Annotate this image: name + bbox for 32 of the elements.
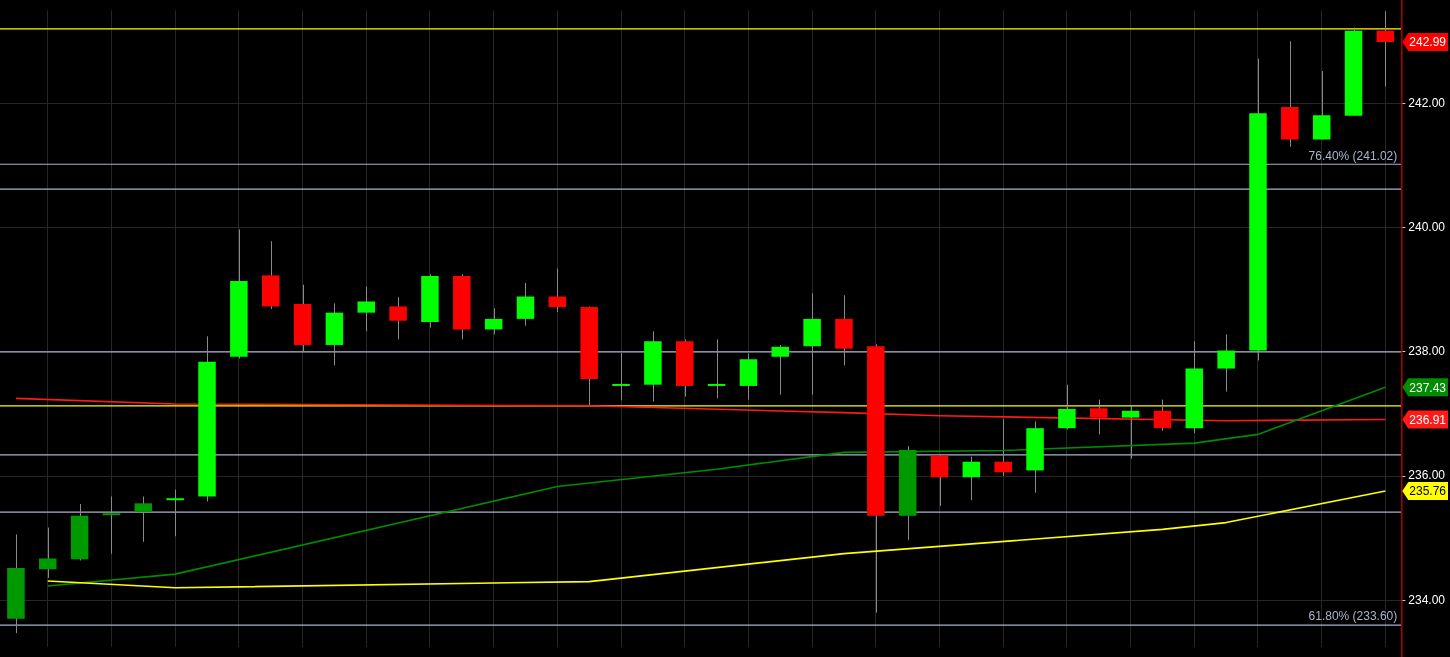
y-tick-label: 238.00 bbox=[1408, 344, 1446, 359]
candlestick bbox=[771, 344, 790, 396]
candlestick bbox=[1217, 333, 1235, 393]
candlestick bbox=[548, 268, 567, 313]
y-tick-label: 236.00 bbox=[1408, 468, 1446, 483]
candlestick bbox=[102, 496, 121, 555]
candlestick bbox=[962, 456, 981, 501]
candlestick bbox=[994, 418, 1012, 477]
y-tick-label: 240.00 bbox=[1408, 219, 1446, 234]
candlestick bbox=[484, 307, 503, 335]
candlestick bbox=[930, 453, 949, 507]
text: 235.76 bbox=[1409, 484, 1447, 499]
candlestick bbox=[1376, 10, 1395, 88]
candlestick bbox=[612, 352, 630, 401]
ref-line-label: 61.80% (233.60) bbox=[1308, 609, 1398, 624]
candlestick bbox=[707, 338, 726, 399]
ref-line-label: 76.40% (241.02) bbox=[1308, 148, 1398, 163]
y-tick-label: 234.00 bbox=[1408, 592, 1446, 607]
y-tick-label: 242.00 bbox=[1408, 95, 1446, 110]
candlestick bbox=[516, 282, 535, 327]
candlestick bbox=[1153, 399, 1172, 432]
candlestick bbox=[1089, 399, 1108, 435]
candlestick bbox=[39, 527, 57, 579]
candlestick bbox=[1058, 384, 1076, 430]
text: 242.99 bbox=[1409, 35, 1447, 50]
candlestick bbox=[134, 496, 153, 543]
candlestick bbox=[166, 489, 184, 537]
candlestick bbox=[389, 296, 407, 340]
text: 236.91 bbox=[1409, 412, 1447, 427]
candlestick bbox=[357, 286, 376, 332]
text: 237.43 bbox=[1409, 380, 1447, 395]
candlestick bbox=[1121, 405, 1140, 460]
